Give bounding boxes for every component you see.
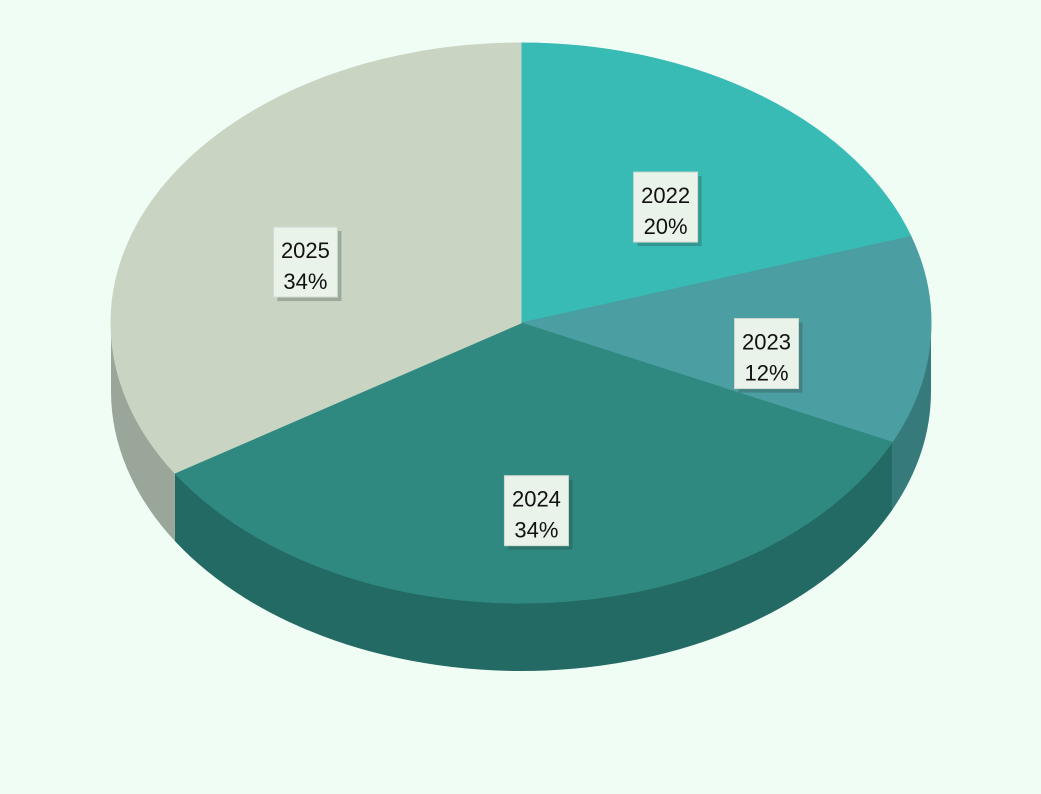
slice-2024 bbox=[173, 322, 893, 604]
pie-labels: 2022 20% 2023 12% 2024 34% 2025 34% bbox=[272, 171, 803, 550]
slice-2023 bbox=[519, 235, 932, 443]
data-label-2023: 2023 12% bbox=[734, 318, 803, 393]
slice-label-percent: 34% bbox=[283, 269, 327, 294]
slice-side-2024 bbox=[174, 442, 892, 671]
slice-label-year: 2022 bbox=[641, 183, 690, 208]
slice-label-year: 2025 bbox=[281, 238, 330, 263]
slice-side-2023 bbox=[891, 323, 931, 511]
data-label-2024: 2024 34% bbox=[503, 475, 573, 550]
slice-2022 bbox=[520, 42, 912, 324]
slice-label-percent: 12% bbox=[744, 361, 788, 386]
data-label-2022: 2022 20% bbox=[633, 171, 702, 247]
data-label-2025: 2025 34% bbox=[272, 226, 342, 302]
slice-label-percent: 20% bbox=[644, 214, 688, 239]
slice-label-year: 2023 bbox=[742, 330, 791, 355]
slice-label-year: 2024 bbox=[512, 487, 561, 512]
slice-label-percent: 34% bbox=[514, 518, 558, 543]
